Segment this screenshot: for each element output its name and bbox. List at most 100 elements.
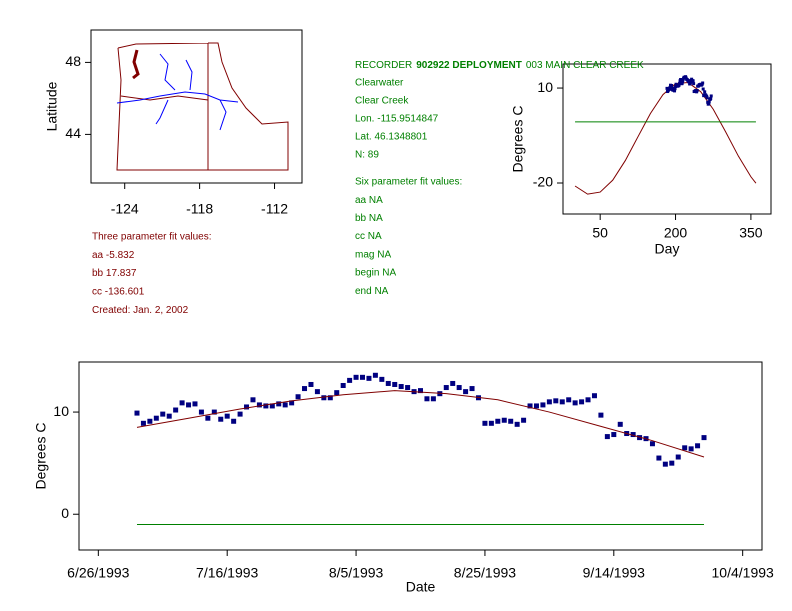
data-point xyxy=(160,411,166,417)
data-point xyxy=(179,400,185,406)
data-point xyxy=(668,85,672,89)
data-point xyxy=(256,402,262,408)
data-point xyxy=(681,80,685,84)
data-point xyxy=(198,409,204,415)
data-point xyxy=(302,386,308,392)
data-point xyxy=(681,78,685,82)
data-point xyxy=(211,409,217,415)
data-point xyxy=(688,82,692,86)
data-point xyxy=(469,386,475,392)
y-tick-label: -20 xyxy=(533,174,553,190)
fit-info: mag NA xyxy=(355,249,391,260)
fit-info: Six parameter fit values: xyxy=(355,177,462,188)
data-point xyxy=(450,380,456,386)
data-point xyxy=(314,389,320,395)
x-tick-label: 8/5/1993 xyxy=(329,565,384,581)
fit-line xyxy=(574,82,757,195)
data-point xyxy=(327,395,333,401)
data-point xyxy=(679,78,683,82)
data-point xyxy=(591,393,597,399)
data-point xyxy=(656,455,662,461)
data-point xyxy=(649,441,655,447)
data-point xyxy=(308,381,314,387)
header-part: RECORDER xyxy=(355,60,412,71)
data-point xyxy=(540,402,546,408)
data-point xyxy=(456,385,462,391)
data-point xyxy=(617,421,623,427)
recorder-header: RECORDER 902922 DEPLOYMENT 003 MAIN CLEAR … xyxy=(355,60,644,71)
x-tick-label: 10/4/1993 xyxy=(712,565,774,581)
data-point xyxy=(276,401,282,407)
data-point xyxy=(527,403,533,409)
data-point xyxy=(670,84,674,88)
data-point xyxy=(682,445,688,451)
data-point xyxy=(334,390,340,396)
y-tick-label: 48 xyxy=(65,53,81,69)
data-point xyxy=(514,421,520,427)
fit-info: end NA xyxy=(355,286,389,297)
data-point xyxy=(366,375,372,381)
recorder-info: N: 89 xyxy=(355,150,379,161)
header-part: 003 MAIN CLEAR CREEK xyxy=(526,60,644,71)
data-point xyxy=(559,399,565,405)
fit-info: cc NA xyxy=(355,231,382,242)
data-point xyxy=(405,385,411,391)
y-tick-label: 44 xyxy=(65,125,81,141)
data-point xyxy=(598,412,604,418)
data-point xyxy=(709,96,713,100)
recorder-info: Clearwater xyxy=(355,78,404,89)
data-point xyxy=(662,461,668,467)
x-tick-label: -124 xyxy=(111,201,139,217)
y-tick-label: 10 xyxy=(53,403,69,419)
plot-frame xyxy=(78,361,763,551)
x-tick-label: 9/14/1993 xyxy=(583,565,645,581)
data-point xyxy=(680,82,684,86)
data-point xyxy=(521,417,527,423)
data-point xyxy=(695,443,701,449)
data-point xyxy=(244,404,250,410)
data-point xyxy=(675,454,681,460)
data-point xyxy=(669,460,675,466)
fit-info: bb 17.837 xyxy=(92,268,137,279)
recorder-info: Lat. 46.1348801 xyxy=(355,132,428,143)
data-point xyxy=(153,415,159,421)
data-point xyxy=(269,403,275,409)
data-point xyxy=(707,100,711,104)
fit-info: bb NA xyxy=(355,213,383,224)
data-point xyxy=(495,418,501,424)
data-point xyxy=(205,415,211,421)
data-point xyxy=(282,402,288,408)
plot-frame xyxy=(90,29,303,184)
data-point xyxy=(379,376,385,382)
data-point xyxy=(585,397,591,403)
x-tick-label: -118 xyxy=(186,201,213,217)
data-point xyxy=(566,397,572,403)
data-point xyxy=(218,416,224,422)
data-point xyxy=(418,388,423,394)
data-point xyxy=(186,402,192,408)
data-point xyxy=(463,389,469,395)
data-point xyxy=(424,396,430,402)
x-tick-label: 350 xyxy=(739,225,763,241)
x-axis-label: Day xyxy=(655,241,680,257)
data-point xyxy=(321,395,327,401)
data-point xyxy=(347,377,353,383)
data-point xyxy=(372,372,378,378)
data-point xyxy=(166,413,172,419)
data-point xyxy=(250,397,256,403)
data-point xyxy=(673,87,677,91)
x-tick-label: 8/25/1993 xyxy=(454,565,516,581)
header-part: 902922 DEPLOYMENT xyxy=(416,60,522,71)
data-point xyxy=(501,417,507,423)
data-point xyxy=(705,94,709,98)
data-point xyxy=(533,403,539,409)
fit-info: aa NA xyxy=(355,195,383,206)
data-point xyxy=(691,79,695,83)
x-axis-label: Date xyxy=(406,579,436,595)
data-point xyxy=(488,420,494,426)
data-point xyxy=(706,100,710,104)
data-point xyxy=(705,96,709,100)
data-point xyxy=(665,86,669,90)
data-point xyxy=(508,418,514,424)
data-point xyxy=(604,434,610,440)
